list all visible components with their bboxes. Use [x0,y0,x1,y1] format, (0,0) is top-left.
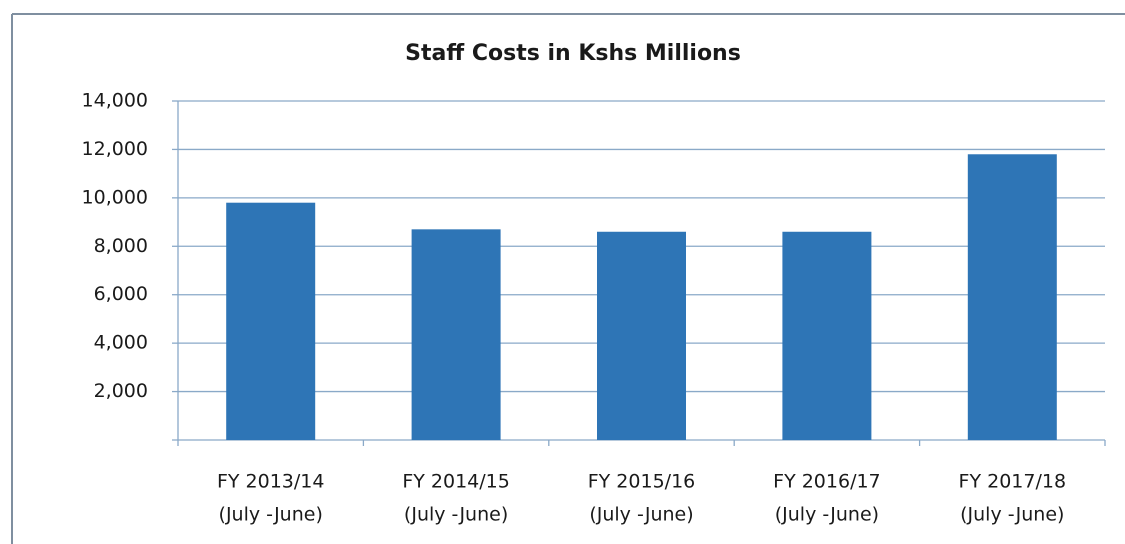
bar [782,231,872,440]
x-tick-label: FY 2015/16 [588,471,696,493]
bar [967,154,1057,440]
bar [597,231,686,440]
x-tick-label: FY 2013/14 [217,471,325,493]
x-tick-label: (July -June) [960,504,1064,526]
x-tick-label: (July -June) [404,504,508,526]
x-tick-label: FY 2014/15 [402,471,510,493]
x-tick-label: (July -June) [589,504,693,526]
bar [411,229,501,440]
x-tick-label: FY 2017/18 [959,471,1067,493]
y-tick-label: 8,000 [94,235,148,257]
y-tick-label: 12,000 [82,138,148,160]
y-tick-label: 4,000 [94,332,148,354]
chart-title: Staff Costs in Kshs Millions [405,41,741,66]
x-tick-label: FY 2016/17 [773,471,881,493]
x-tick-label: (July -June) [775,504,879,526]
x-tick-label: (July -June) [219,504,323,526]
y-tick-label: 14,000 [82,90,148,112]
y-tick-label: 6,000 [94,283,148,305]
bar [226,202,316,440]
y-tick-label: 10,000 [82,186,148,208]
y-tick-label: 2,000 [94,380,148,402]
